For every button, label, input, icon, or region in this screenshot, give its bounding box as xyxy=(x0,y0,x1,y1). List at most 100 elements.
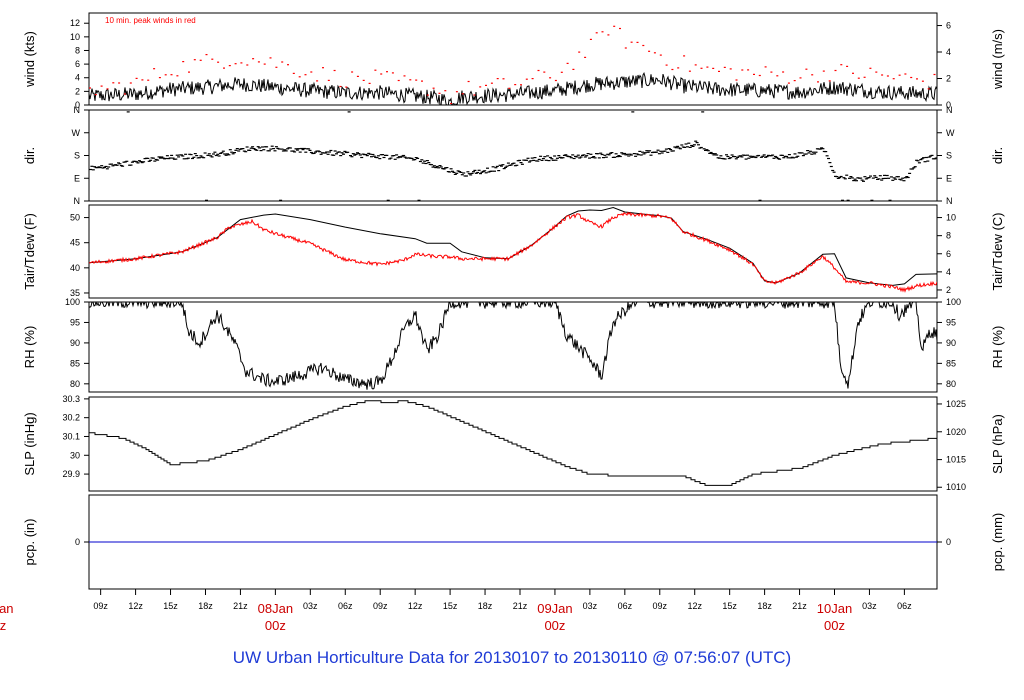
series-dir-0-mark xyxy=(476,171,480,174)
series-rh-0 xyxy=(89,302,937,390)
chart-title: UW Urban Horticulture Data for 20130107 … xyxy=(232,648,792,667)
series-wind-10-min-peak-winds-mark xyxy=(566,62,569,64)
series-dir-0-mark xyxy=(881,177,885,180)
series-wind-10-min-peak-winds-mark xyxy=(182,61,185,63)
series-dir-0-mark xyxy=(213,151,217,153)
series-dir-0-mark xyxy=(706,150,710,152)
series-dir-0-mark xyxy=(773,155,777,158)
series-dir-0-mark xyxy=(502,168,506,170)
series-dir-0-mark xyxy=(378,158,382,160)
series-dir-0-mark xyxy=(519,162,523,164)
series-dir-0-mark xyxy=(115,164,119,166)
series-dir-0-mark xyxy=(579,156,583,158)
series-dir-0-mark xyxy=(541,158,545,160)
series-dir-0-mark xyxy=(410,157,414,159)
series-dir-0-mark xyxy=(224,154,228,156)
series-dir-0-mark xyxy=(431,166,435,168)
series-wind-10-min-peak-winds-mark xyxy=(217,61,220,63)
series-dir-0-mark xyxy=(842,177,846,179)
series-dir-0-mark xyxy=(677,147,681,149)
series-dir-0-mark xyxy=(543,156,547,158)
series-wind-10-min-peak-winds-mark xyxy=(904,73,907,75)
series-dir-0-mark xyxy=(449,168,453,170)
series-dir-0-mark xyxy=(117,162,120,164)
series-wind-10-min-peak-winds-mark xyxy=(881,74,884,76)
series-dir-0-mark xyxy=(413,159,417,161)
series-dir-0-mark xyxy=(477,169,481,171)
series-dir-0-mark xyxy=(319,153,323,155)
series-dir-0-mark xyxy=(308,149,312,151)
series-dir-0-mark xyxy=(599,152,603,154)
date-time-1: 00z xyxy=(265,618,286,633)
series-wind-10-min-peak-winds-mark xyxy=(310,71,313,73)
series-dir-0-mark xyxy=(245,146,249,148)
series-dir-0-mark xyxy=(219,152,222,154)
series-dir-0-mark xyxy=(666,151,670,153)
series-wind-10-min-peak-winds-mark xyxy=(386,71,388,73)
xtick-label-3: 18z xyxy=(198,601,213,611)
series-dir-0-mark xyxy=(388,158,392,160)
series-wind-10-min-peak-winds-mark xyxy=(450,102,453,105)
series-dir-0-mark xyxy=(740,156,744,158)
series-dir-0-mark xyxy=(96,167,99,169)
series-wind-10-min-peak-winds-mark xyxy=(782,71,785,73)
series-dir-0-mark xyxy=(848,177,851,179)
series-wind-10-min-peak-winds-mark xyxy=(747,69,750,71)
series-dir-0-mark xyxy=(451,170,454,172)
series-dir-0-mark xyxy=(726,155,730,158)
series-dir-0-mark xyxy=(140,162,144,164)
series-wind-10-min-peak-winds-mark xyxy=(176,75,179,77)
series-dir-0-mark xyxy=(298,151,302,153)
series-dir-0-mark xyxy=(709,151,713,154)
series-dir-0-mark xyxy=(762,154,766,156)
series-dir-0-mark xyxy=(301,149,305,151)
series-dir-0-mark xyxy=(248,149,252,151)
panel-frame-temp xyxy=(88,204,938,299)
series-dir-0-mark xyxy=(765,156,769,158)
series-dir-0-mark xyxy=(358,154,362,156)
series-wind-10-min-peak-winds-mark xyxy=(659,54,662,56)
panel-frame-slp xyxy=(88,396,938,492)
series-dir-0-mark xyxy=(269,148,273,150)
series-dir-0-mark xyxy=(191,157,194,160)
series-dir-0-mark xyxy=(533,157,537,159)
series-dir-0-mark xyxy=(589,153,593,155)
series-dir-0-mark xyxy=(283,149,287,151)
series-dir-0-mark xyxy=(505,165,509,167)
series-dir-0-mark xyxy=(182,158,186,160)
series-dir-0-mark xyxy=(551,159,555,161)
series-wind-10-min-peak-winds-mark xyxy=(112,82,115,84)
ytick-label-left-rh-1: 85 xyxy=(70,358,80,368)
series-dir-0-mark xyxy=(337,151,341,153)
series-wind-10-min-peak-winds-mark xyxy=(578,51,581,53)
series-dir-0-mark xyxy=(199,155,203,157)
series-dir-0-mark xyxy=(304,151,308,153)
series-dir-0-mark xyxy=(518,159,522,161)
series-dir-0-mark xyxy=(260,146,264,148)
series-wind-10-min-peak-winds-mark xyxy=(718,70,720,72)
series-wind-10-min-peak-winds-mark xyxy=(211,58,214,60)
series-dir-0-mark xyxy=(775,156,779,158)
series-wind-10-min-peak-winds-mark xyxy=(706,66,709,68)
series-dir-0-mark xyxy=(618,155,622,158)
series-dir-0-mark xyxy=(903,177,907,179)
series-dir-0-mark xyxy=(280,148,284,150)
series-wind-10-min-peak-winds-mark xyxy=(753,73,755,75)
series-dir-0-mark xyxy=(227,154,231,156)
series-dir-0-mark xyxy=(746,154,749,156)
series-dir-0-mark xyxy=(771,154,775,156)
series-dir-0-mark xyxy=(729,157,733,159)
series-dir-0-mark xyxy=(118,163,122,165)
series-dir-0-mark xyxy=(813,153,817,155)
series-dir-0-mark xyxy=(270,145,274,147)
series-dir-0-mark xyxy=(368,153,372,155)
series-dir-0-mark xyxy=(758,199,762,201)
series-dir-0-mark xyxy=(694,140,698,142)
series-wind-10-min-peak-winds-mark xyxy=(805,68,808,70)
series-dir-0-mark xyxy=(688,146,692,148)
series-dir-0-mark xyxy=(295,149,299,151)
series-dir-0-mark xyxy=(782,157,786,159)
series-dir-0-mark xyxy=(828,162,832,164)
series-dir-0-mark xyxy=(673,146,677,148)
